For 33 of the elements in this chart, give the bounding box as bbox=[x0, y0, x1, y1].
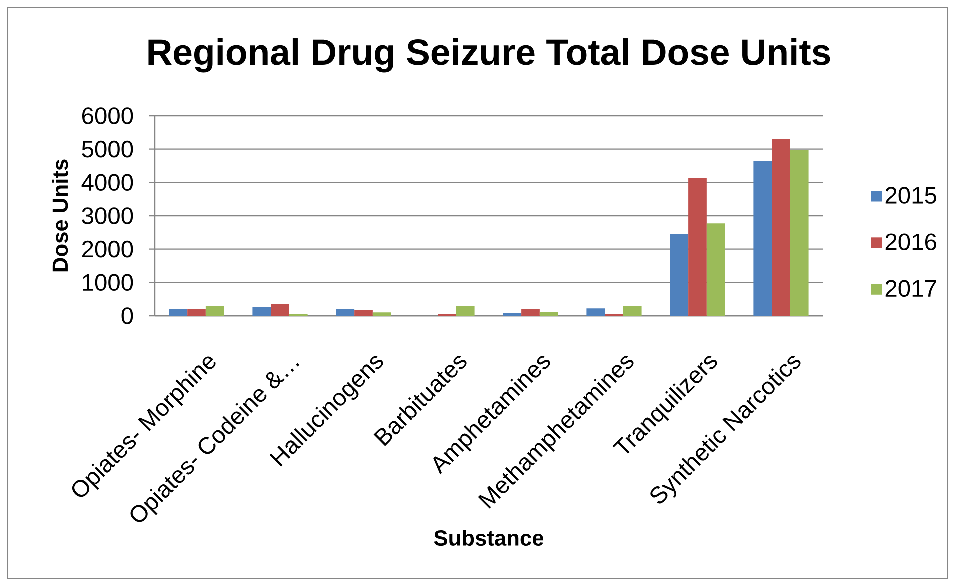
bar bbox=[670, 234, 689, 316]
y-tick-label: 1000 bbox=[83, 274, 134, 292]
bar bbox=[522, 309, 540, 316]
bar bbox=[206, 306, 224, 316]
bar bbox=[772, 139, 790, 316]
bar bbox=[586, 308, 606, 316]
y-tick-label: 6000 bbox=[82, 108, 134, 124]
y-axis-title: Dose Units bbox=[52, 160, 68, 272]
bar bbox=[456, 306, 475, 316]
y-tick-label: 0 bbox=[122, 308, 134, 324]
bar bbox=[354, 310, 373, 316]
bar bbox=[688, 178, 707, 316]
legend-label: 2015 bbox=[886, 187, 936, 204]
bar bbox=[169, 309, 188, 316]
bar bbox=[754, 160, 772, 316]
bar bbox=[188, 309, 206, 316]
x-axis-title: Substance bbox=[434, 530, 544, 546]
y-tick-label: 3000 bbox=[82, 208, 134, 224]
y-tick-label: 2000 bbox=[82, 240, 134, 258]
bar bbox=[336, 309, 355, 316]
bar bbox=[372, 312, 392, 316]
chart-title: Regional Drug Seizure Total Dose Units bbox=[148, 38, 830, 73]
y-tick-label: 4000 bbox=[82, 174, 134, 192]
bar bbox=[706, 224, 726, 316]
bar bbox=[503, 312, 522, 316]
bar bbox=[271, 304, 290, 316]
legend-label: 2017 bbox=[886, 280, 936, 298]
bar bbox=[252, 307, 272, 316]
legend-label: 2016 bbox=[886, 234, 936, 251]
bar bbox=[623, 306, 642, 316]
y-tick-label: 5000 bbox=[82, 140, 134, 158]
bar bbox=[540, 312, 558, 316]
bar bbox=[790, 150, 809, 316]
